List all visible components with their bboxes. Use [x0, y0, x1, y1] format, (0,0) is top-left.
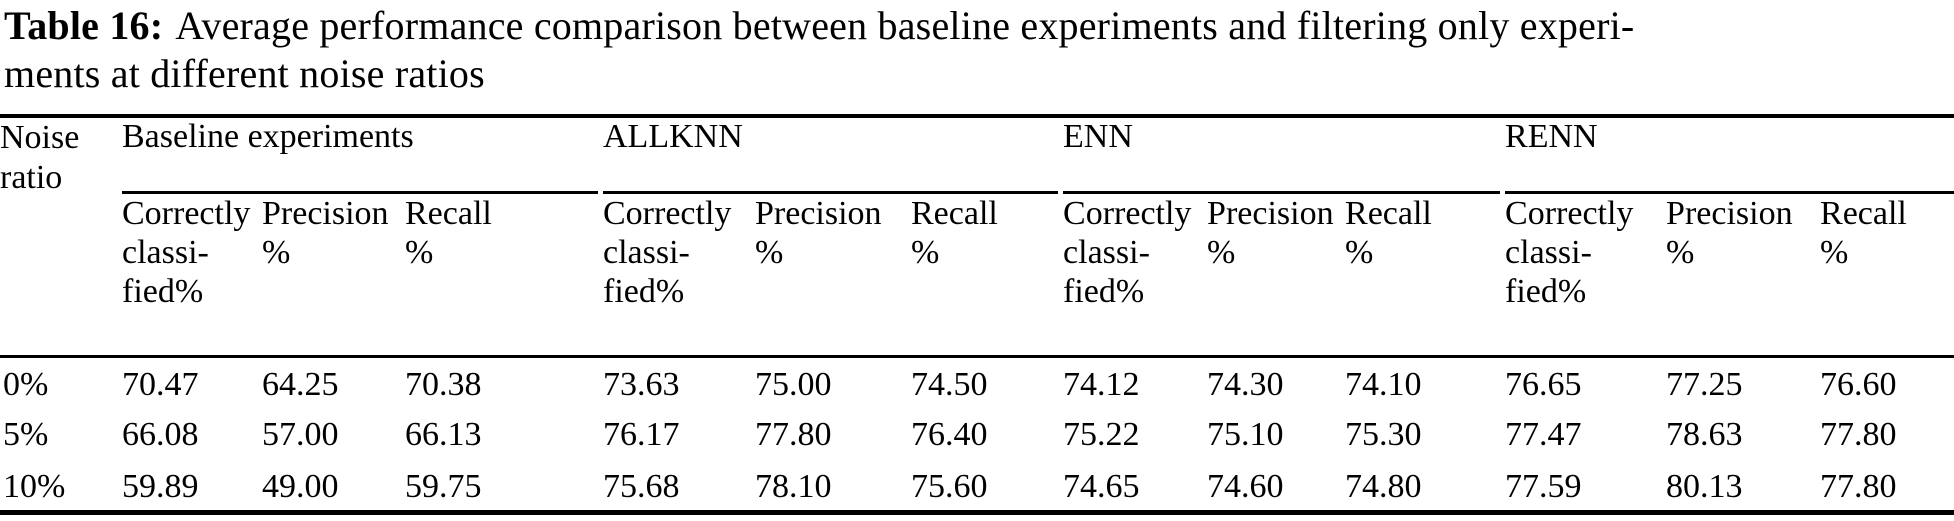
- data-cell: 76.60: [1820, 365, 1897, 403]
- data-cell: 75.68: [603, 468, 680, 505]
- data-cell: 77.80: [1820, 416, 1897, 453]
- data-cell: 74.65: [1063, 468, 1140, 505]
- table-caption-line2: ments at different noise ratios: [4, 51, 485, 96]
- data-cell: 66.13: [405, 416, 482, 453]
- noise-ratio-cell: 5%: [3, 416, 49, 453]
- table-row: 0% 70.47 64.25 70.38 73.63 75.00 74.50 7…: [0, 356, 1954, 408]
- group-header-row: Noise ratio Baseline experiments ALLKNN …: [0, 116, 1954, 358]
- data-cell: 75.00: [755, 365, 832, 403]
- data-cell: 76.65: [1505, 365, 1582, 403]
- noise-ratio-header: Noise ratio: [0, 116, 122, 358]
- data-cell: 77.25: [1666, 365, 1743, 403]
- data-cell: 59.75: [405, 468, 482, 505]
- group-header-allknn: ALLKNN: [603, 116, 1063, 194]
- performance-table: Noise ratio Baseline experiments ALLKNN …: [0, 114, 1954, 515]
- noise-ratio-cell: 0%: [3, 365, 49, 403]
- table-caption-line1: Table 16: Average performance comparison …: [4, 2, 1952, 50]
- data-cell: 74.60: [1207, 468, 1284, 505]
- data-cell: 66.08: [122, 416, 199, 453]
- data-cell: 57.00: [262, 416, 339, 453]
- data-cell: 70.47: [122, 365, 199, 403]
- data-cell: 76.40: [911, 416, 988, 453]
- data-cell: 76.17: [603, 416, 680, 453]
- column-header-row: Correctly classi- fied% Precision % Reca…: [0, 194, 1954, 358]
- data-cell: 77.80: [1820, 468, 1897, 505]
- data-cell: 77.80: [755, 416, 832, 453]
- data-cell: 77.47: [1505, 416, 1582, 453]
- allknn-correctly-classified-header: Correctly classi- fied%: [603, 194, 755, 358]
- group-header-renn: RENN: [1505, 116, 1954, 194]
- table-row: 5% 66.08 57.00 66.13 76.17 77.80 76.40 7…: [0, 408, 1954, 460]
- data-cell: 73.63: [603, 365, 680, 403]
- data-cell: 75.30: [1345, 416, 1422, 453]
- data-cell: 74.50: [911, 365, 988, 403]
- baseline-recall-header: Recall %: [405, 194, 603, 358]
- enn-precision-header: Precision %: [1207, 194, 1346, 358]
- table-caption-label: Table 16:: [4, 3, 164, 48]
- data-cell: 75.60: [911, 468, 988, 505]
- enn-recall-header: Recall %: [1345, 194, 1506, 358]
- data-cell: 74.12: [1063, 365, 1140, 403]
- group-header-baseline: Baseline experiments: [122, 116, 603, 194]
- data-cell: 75.22: [1063, 416, 1140, 453]
- table-caption: Table 16: Average performance comparison …: [4, 2, 1952, 98]
- renn-correctly-classified-header: Correctly classi- fied%: [1505, 194, 1667, 358]
- data-cell: 74.10: [1345, 365, 1422, 403]
- table-row: 10% 59.89 49.00 59.75 75.68 78.10 75.60 …: [0, 460, 1954, 512]
- noise-ratio-cell: 10%: [3, 468, 66, 505]
- data-cell: 77.59: [1505, 468, 1582, 505]
- data-cell: 74.80: [1345, 468, 1422, 505]
- data-cell: 78.10: [755, 468, 832, 505]
- allknn-precision-header: Precision %: [755, 194, 911, 358]
- baseline-precision-header: Precision %: [262, 194, 405, 358]
- renn-recall-header: Recall %: [1820, 194, 1954, 358]
- baseline-correctly-classified-header: Correctly classi- fied%: [122, 194, 262, 358]
- data-cell: 70.38: [405, 365, 482, 403]
- data-cell: 74.30: [1207, 365, 1284, 403]
- data-cell: 64.25: [262, 365, 339, 403]
- enn-correctly-classified-header: Correctly classi- fied%: [1063, 194, 1208, 358]
- data-cell: 75.10: [1207, 416, 1284, 453]
- data-cell: 59.89: [122, 468, 199, 505]
- table-caption-text: Average performance comparison between b…: [175, 3, 1635, 48]
- data-cell: 49.00: [262, 468, 339, 505]
- data-cell: 80.13: [1666, 468, 1743, 505]
- data-cell: 78.63: [1666, 416, 1743, 453]
- group-header-enn: ENN: [1063, 116, 1505, 194]
- allknn-recall-header: Recall %: [911, 194, 1064, 358]
- renn-precision-header: Precision %: [1666, 194, 1821, 358]
